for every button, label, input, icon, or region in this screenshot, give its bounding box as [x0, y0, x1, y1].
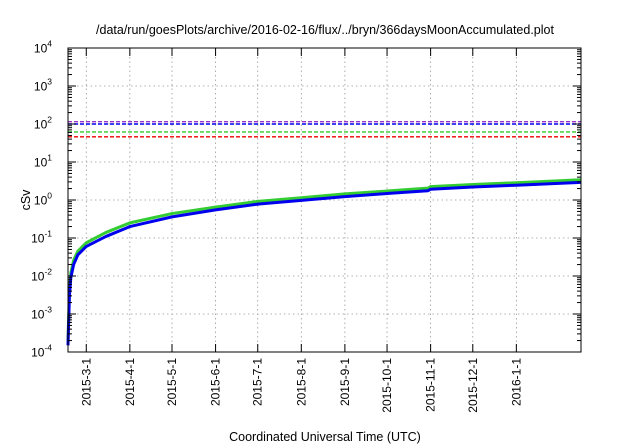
y-tick-label: 10-3 [31, 305, 52, 322]
series-lines [66, 178, 582, 346]
chart-title: /data/run/goesPlots/archive/2016-02-16/f… [96, 23, 554, 37]
y-tick-label: 10-4 [31, 343, 52, 360]
y-tick-label: 103 [34, 77, 52, 94]
x-tick-label: 2015-6-1 [209, 358, 223, 406]
threshold-lines [68, 120, 581, 138]
y-axis-label: cSv [19, 189, 33, 211]
x-tick-label: 2015-9-1 [338, 358, 352, 406]
series-line [66, 180, 582, 346]
y-tick-label: 100 [34, 191, 52, 208]
y-tick-label: 10-1 [31, 229, 52, 246]
y-tick-label: 101 [34, 153, 52, 170]
y-tick-label: 10-2 [31, 267, 52, 284]
x-tick-label: 2015-3-1 [79, 358, 93, 406]
x-tick-label: 2015-8-1 [294, 358, 308, 406]
series-line [66, 178, 582, 341]
y-tick-label: 102 [34, 115, 52, 132]
x-axis: 2015-3-1 2015-4-1 2015-5-1 2015-6-1 2015-7-1… [79, 48, 523, 413]
x-tick-label: 2015-4-1 [123, 358, 137, 406]
x-tick-label: 2015-7-1 [251, 358, 265, 406]
gridlines [68, 48, 581, 352]
x-tick-label: 2015-10-1 [380, 358, 394, 413]
x-tick-label: 2016-1-1 [509, 358, 523, 406]
x-tick-label: 2015-12-1 [466, 358, 480, 413]
x-tick-label: 2015-5-1 [165, 358, 179, 406]
x-axis-label: Coordinated Universal Time (UTC) [229, 430, 421, 444]
y-tick-label: 104 [34, 39, 52, 56]
x-tick-label: 2015-11-1 [424, 358, 438, 412]
